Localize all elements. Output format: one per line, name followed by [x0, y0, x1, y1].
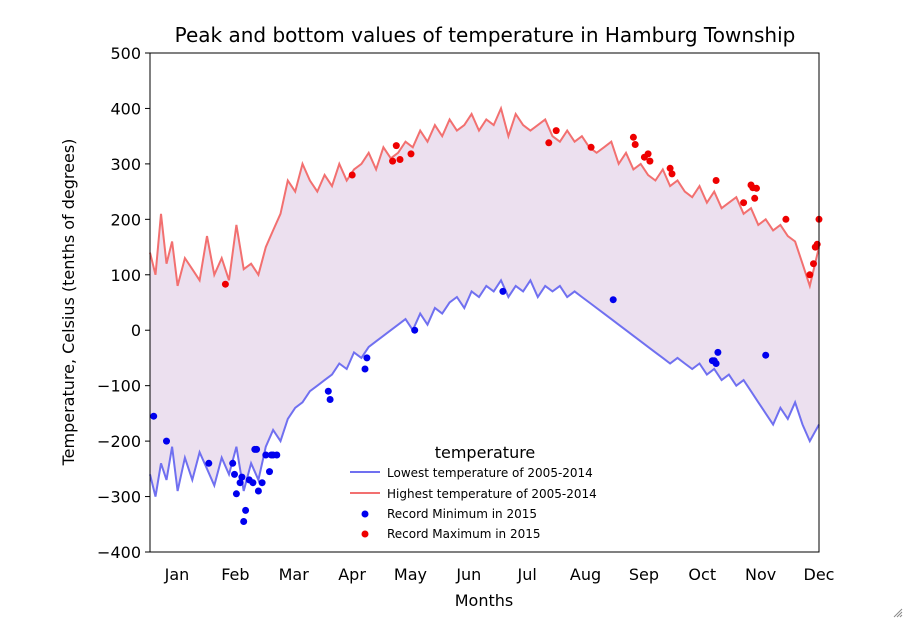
record-min-point	[253, 445, 261, 453]
record-min-point	[163, 437, 170, 445]
legend-entry-low: Lowest temperature of 2005-2014	[387, 466, 593, 480]
y-tick-label: 400	[110, 99, 141, 118]
record-min-point	[361, 365, 369, 373]
x-axis: Jan Feb Mar Apr May Jun Jul Aug Sep Oct Nov Dec	[164, 565, 835, 584]
legend: temperature Lowest temperature of 2005-2…	[350, 443, 597, 541]
series-line-low	[149, 278, 820, 497]
y-tick-label: 0	[131, 321, 141, 340]
record-min-point	[411, 326, 419, 334]
record-min-point	[266, 468, 273, 476]
record-max-point	[782, 215, 790, 223]
record-min-point	[238, 473, 246, 481]
y-tick-label: −200	[97, 432, 141, 451]
record-max-point	[806, 271, 814, 279]
record-min-point	[273, 451, 281, 459]
record-max-point	[631, 141, 639, 148]
record-min-point	[262, 451, 270, 459]
legend-title: temperature	[435, 443, 536, 462]
record-min-point	[240, 518, 248, 525]
series-line-high	[149, 105, 820, 290]
record-max-point	[407, 150, 415, 158]
x-tick-label: Apr	[338, 565, 366, 584]
record-min-point	[609, 296, 617, 304]
record-min-point	[249, 479, 257, 487]
record-min-point	[242, 506, 250, 514]
legend-swatch-min	[361, 510, 369, 518]
record-max-point	[348, 171, 356, 179]
record-min-point	[258, 479, 266, 487]
record-max-point	[552, 127, 560, 135]
y-axis: 500 400 300 200 100 0 −100 −200 −300 −400	[97, 44, 150, 562]
y-tick-label: 500	[110, 44, 141, 63]
record-min-point	[324, 387, 332, 395]
y-tick-label: −300	[97, 488, 141, 507]
record-min-point	[150, 412, 158, 420]
y-tick-label: 100	[110, 266, 141, 285]
record-max-point	[644, 150, 652, 158]
record-min-point	[254, 487, 262, 495]
record-max-point	[810, 260, 817, 268]
record-max-point	[712, 177, 720, 184]
record-max-point	[221, 280, 229, 288]
record-min-point	[363, 354, 371, 362]
x-tick-label: Nov	[745, 565, 776, 584]
record-min-point	[714, 348, 722, 356]
record-min-point	[762, 351, 770, 359]
x-tick-label: Jun	[455, 565, 481, 584]
x-tick-label: Jan	[164, 565, 190, 584]
legend-entry-max: Record Maximum in 2015	[387, 527, 541, 541]
record-min-point	[499, 287, 507, 295]
record-min-point	[326, 396, 334, 403]
record-max-point	[396, 156, 404, 163]
y-tick-label: −400	[97, 543, 141, 562]
record-max-point	[587, 143, 595, 151]
record-max-point	[389, 157, 397, 165]
record-min-point	[205, 459, 213, 467]
record-min-point	[712, 360, 720, 367]
x-tick-label: Sep	[629, 565, 659, 584]
legend-entry-high: Highest temperature of 2005-2014	[387, 487, 597, 501]
record-min-point	[232, 490, 240, 498]
record-max-point	[545, 139, 553, 147]
record-max-point	[629, 133, 637, 141]
record-max-point	[666, 164, 674, 172]
record-max-point	[813, 240, 821, 248]
record-min-point	[231, 470, 238, 478]
record-min-point	[236, 479, 244, 487]
x-tick-label: Oct	[688, 565, 716, 584]
record-max-point	[392, 142, 400, 150]
chart-title: Peak and bottom values of temperature in…	[175, 23, 796, 47]
y-tick-label: 200	[110, 210, 141, 229]
x-tick-label: Jul	[517, 565, 537, 584]
temperature-range-fill	[150, 108, 819, 497]
x-tick-label: Dec	[804, 565, 835, 584]
record-max-point	[753, 184, 760, 192]
y-tick-label: 300	[110, 155, 141, 174]
legend-entry-min: Record Minimum in 2015	[387, 507, 537, 521]
x-tick-label: Aug	[570, 565, 601, 584]
record-max-point	[740, 199, 748, 207]
record-min-point	[229, 459, 237, 467]
x-tick-label: Feb	[221, 565, 249, 584]
resize-grip-icon[interactable]	[893, 608, 903, 618]
record-max-point	[646, 157, 654, 165]
x-tick-label: May	[394, 565, 427, 584]
legend-swatch-max	[361, 530, 369, 538]
record-max-point	[668, 170, 676, 178]
y-tick-label: −100	[97, 377, 141, 396]
x-axis-label: Months	[455, 591, 513, 610]
plot-area	[149, 105, 823, 525]
plot-frame	[149, 52, 820, 553]
y-axis-label: Temperature, Celsius (tenths of degrees)	[59, 139, 78, 467]
record-max-point	[751, 194, 759, 202]
x-tick-label: Mar	[279, 565, 310, 584]
